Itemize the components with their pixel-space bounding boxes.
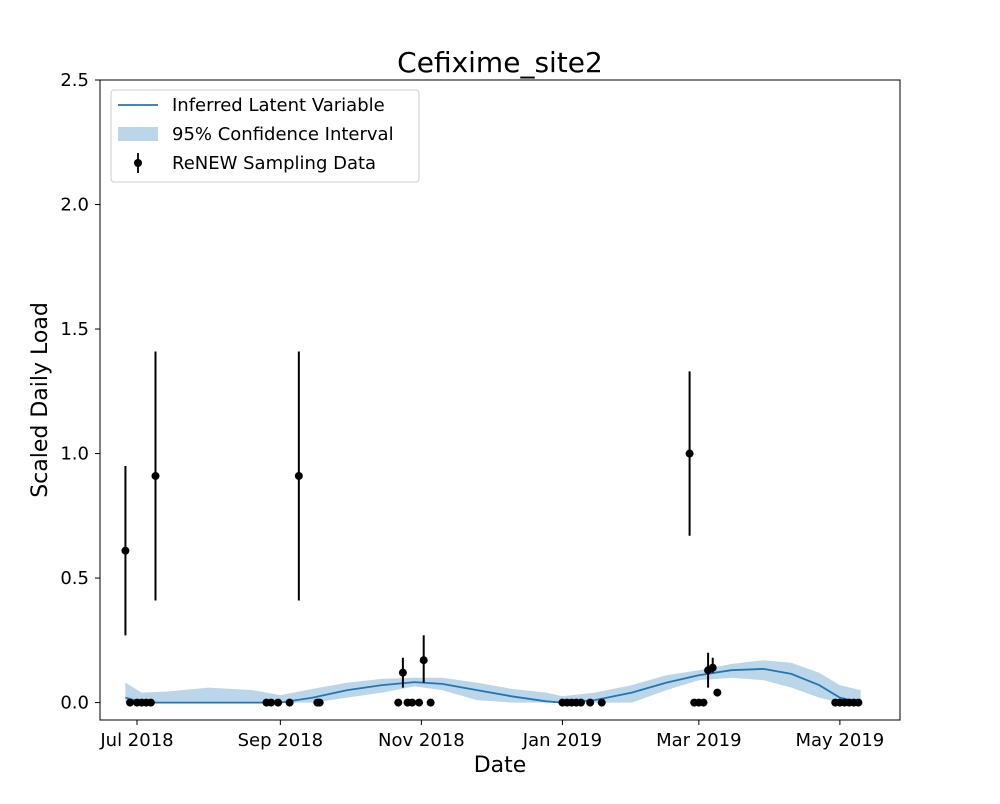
y-tick-label: 2.0 xyxy=(60,195,89,216)
sample-point xyxy=(415,698,424,707)
confidence-band xyxy=(125,660,861,703)
legend-box xyxy=(110,89,420,183)
legend: Inferred Latent Variable 95% Confidence … xyxy=(110,89,420,183)
x-axis-ticks: Jul 2018 Sep 2018 Nov 2018 Jan 2019 Mar 2019… xyxy=(99,720,884,751)
legend-marker-swatch xyxy=(134,159,142,167)
sample-point xyxy=(419,656,428,665)
legend-label-interval: 95% Confidence Interval xyxy=(172,124,394,145)
sample-point xyxy=(708,663,717,672)
sample-point xyxy=(126,698,135,707)
sample-point xyxy=(146,698,155,707)
sample-point xyxy=(586,698,595,707)
plot-frame xyxy=(99,79,901,721)
sample-point xyxy=(294,471,303,480)
legend-band-swatch xyxy=(118,127,158,141)
y-tick-label: 0.5 xyxy=(60,568,89,589)
sample-point xyxy=(854,698,863,707)
x-tick-label: May 2019 xyxy=(796,730,885,751)
sample-point xyxy=(285,698,294,707)
x-tick-label: Mar 2019 xyxy=(656,730,742,751)
sample-point xyxy=(394,698,403,707)
y-tick-label: 1.0 xyxy=(60,444,89,465)
y-tick-label: 2.5 xyxy=(60,70,89,91)
sample-point xyxy=(408,698,417,707)
sample-point xyxy=(576,698,585,707)
y-tick-label: 0.0 xyxy=(60,693,89,714)
x-tick-label: Jul 2018 xyxy=(99,730,173,751)
y-axis-ticks: 0.0 0.5 1.0 1.5 2.0 2.5 xyxy=(60,70,100,714)
sample-point xyxy=(398,668,407,677)
y-axis-label: Scaled Daily Load xyxy=(28,302,53,498)
sample-point xyxy=(274,698,283,707)
sample-point xyxy=(121,546,130,555)
sample-point xyxy=(267,698,276,707)
sample-point xyxy=(597,698,606,707)
x-axis-label: Date xyxy=(474,753,527,778)
sample-point xyxy=(713,688,722,697)
sample-point xyxy=(685,449,694,458)
legend-label-sampling: ReNEW Sampling Data xyxy=(172,153,376,174)
x-tick-label: Nov 2018 xyxy=(378,730,465,751)
x-tick-label: Jan 2019 xyxy=(522,730,602,751)
x-tick-label: Sep 2018 xyxy=(238,730,323,751)
confidence-band-layer xyxy=(125,660,861,703)
sample-point xyxy=(151,471,160,480)
sample-point xyxy=(315,698,324,707)
y-tick-label: 1.5 xyxy=(60,319,89,340)
chart-title: Cefixime_site2 xyxy=(397,46,603,79)
sample-point xyxy=(699,698,708,707)
sample-point xyxy=(426,698,435,707)
sampling-points-layer xyxy=(121,351,863,707)
legend-label-latent: Inferred Latent Variable xyxy=(172,95,385,116)
